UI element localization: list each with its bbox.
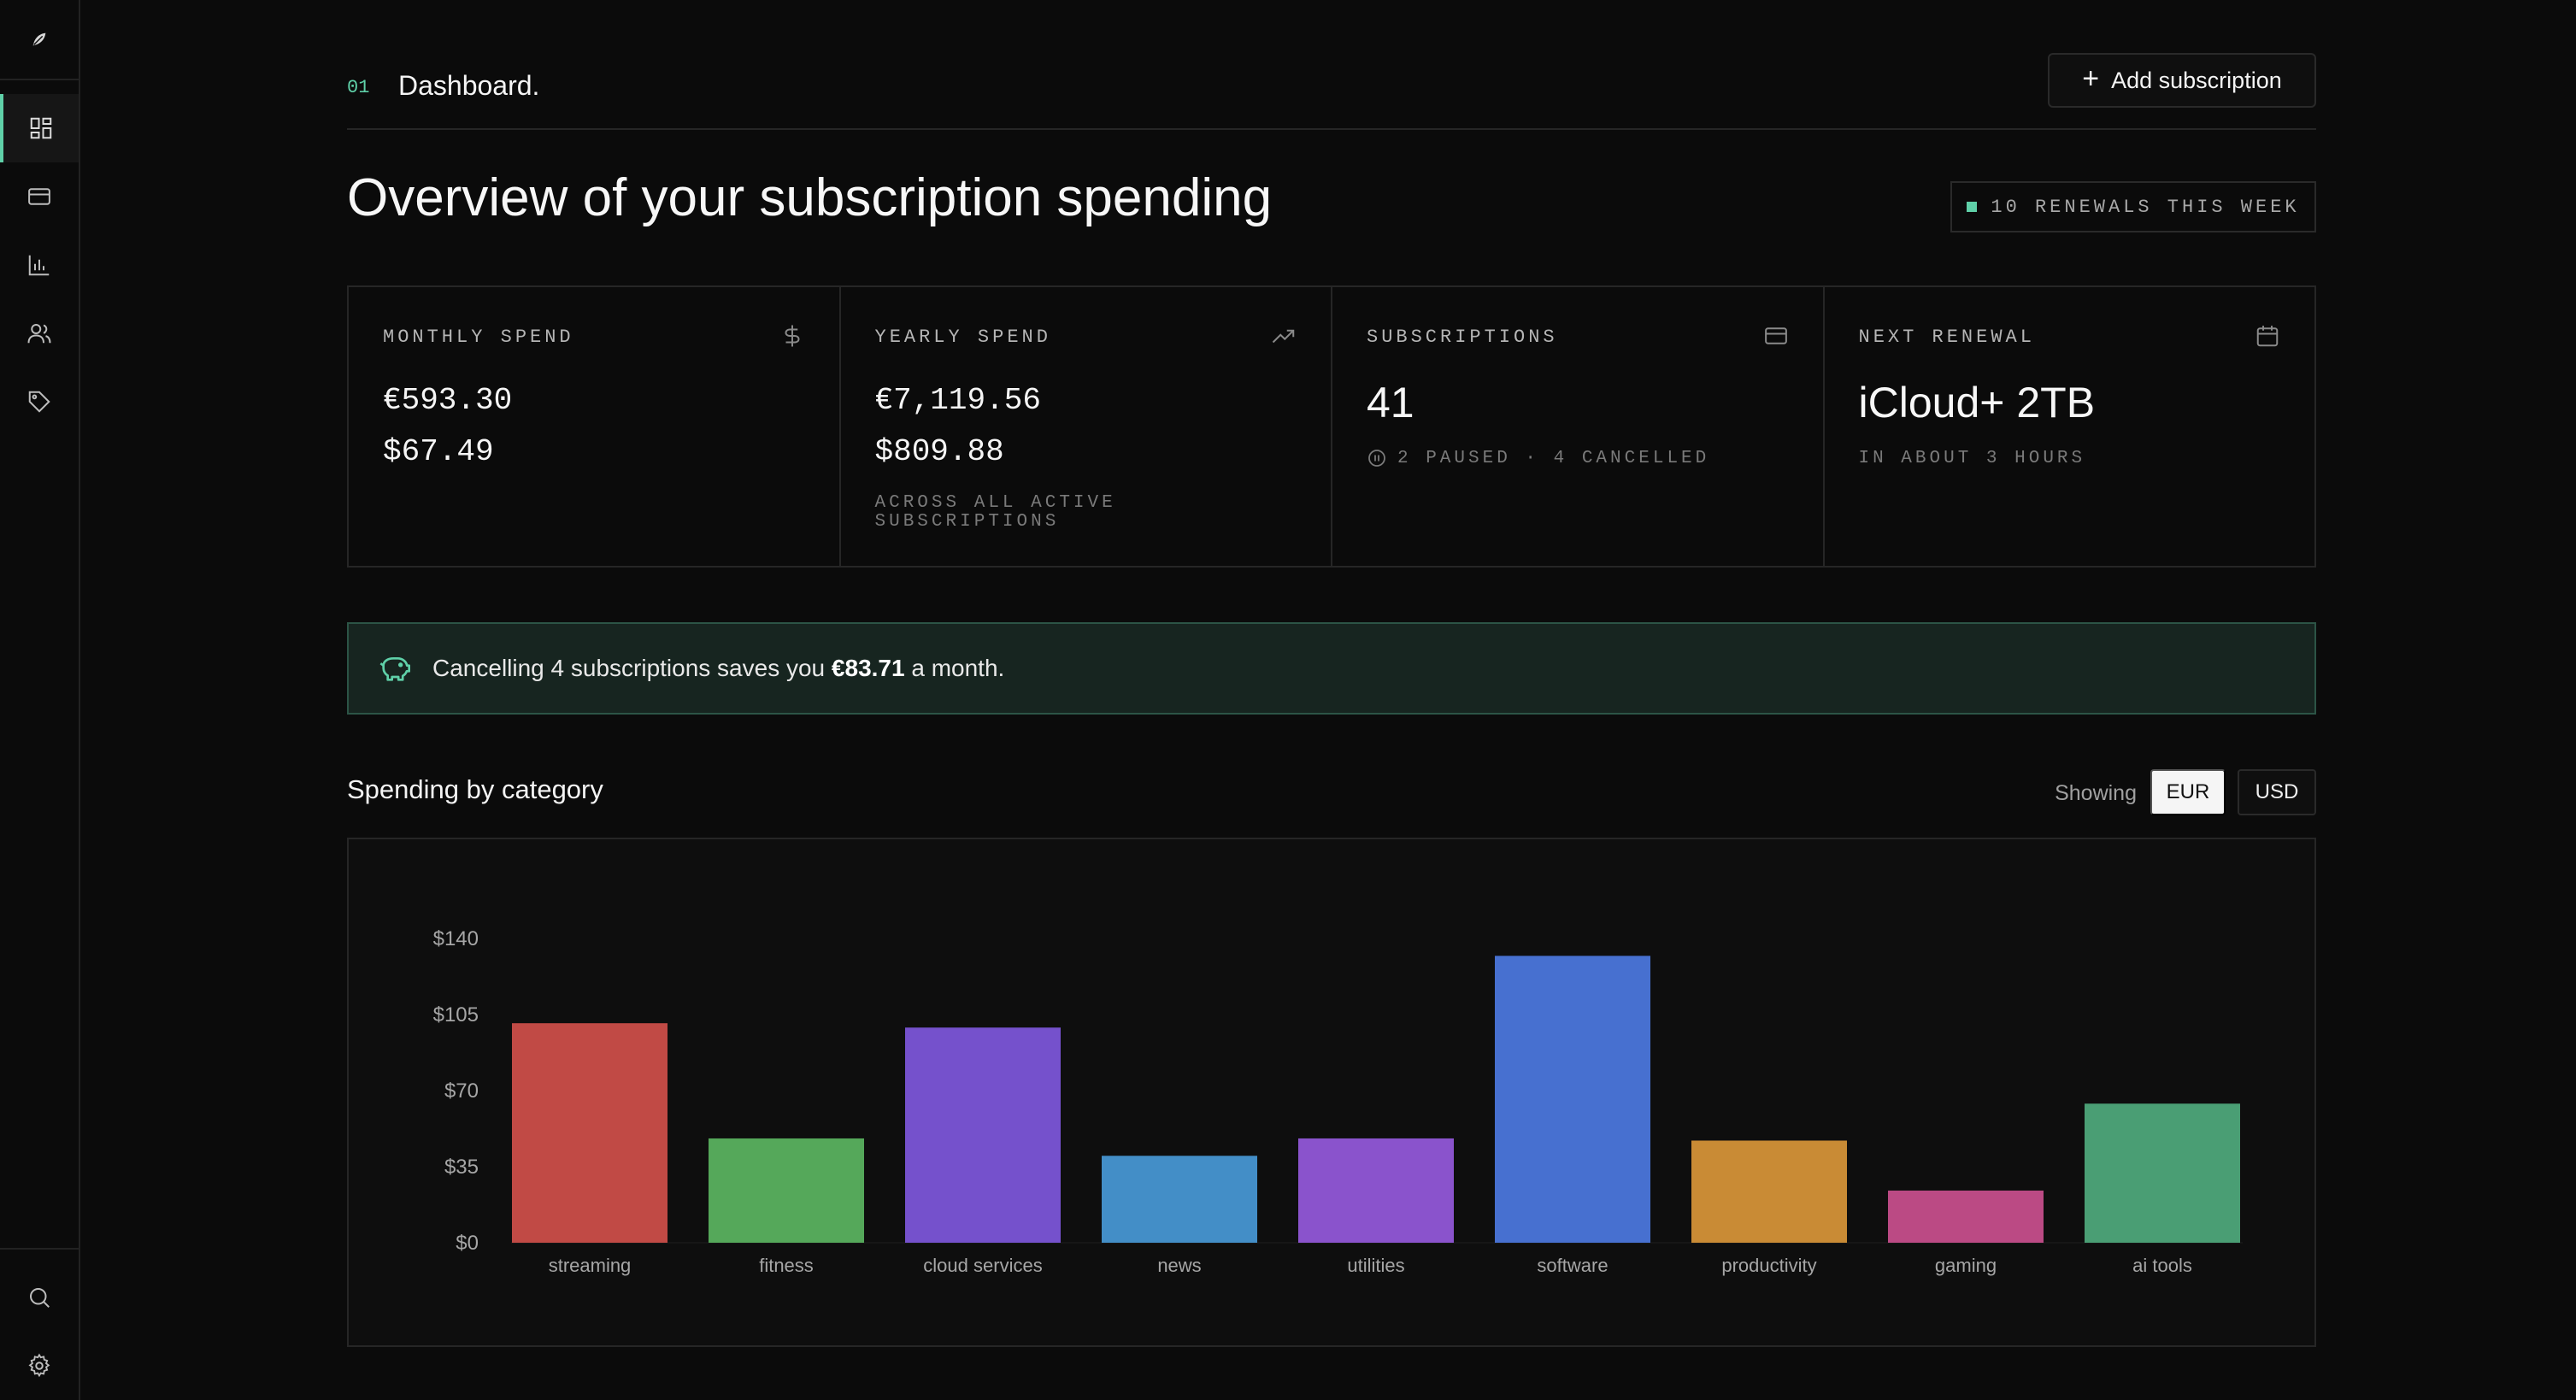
currency-toggle-eur[interactable]: EUR xyxy=(2150,769,2226,815)
y-tick-label: $35 xyxy=(444,1156,479,1179)
calendar-icon xyxy=(2256,326,2279,347)
y-tick-label: $105 xyxy=(433,1003,479,1026)
savings-amount: €83.71 xyxy=(831,655,905,681)
section-title: Spending by category xyxy=(347,774,603,804)
dollar-icon xyxy=(784,325,800,347)
app-logo[interactable] xyxy=(0,0,79,80)
stat-subtext: ACROSS ALL ACTIVE xyxy=(874,493,1116,513)
search-icon xyxy=(30,1288,50,1308)
bar-chart-icon xyxy=(28,255,50,276)
sidebar xyxy=(0,0,80,1400)
stat-value-usd: $67.49 xyxy=(383,434,494,469)
currency-showing-label: Showing xyxy=(2055,781,2137,805)
sidebar-item-members[interactable] xyxy=(0,299,79,368)
sidebar-item-search[interactable] xyxy=(0,1263,79,1332)
tag-icon xyxy=(28,391,50,413)
x-category-label: utilities xyxy=(1347,1255,1404,1276)
piggy-bank-icon xyxy=(379,657,410,681)
credit-card-icon xyxy=(28,188,50,205)
stat-card-yearly-spend: YEARLY SPEND €7,119.56 $809.88 ACROSS AL… xyxy=(841,287,1332,566)
stat-subtext: SUBSCRIPTIONS xyxy=(874,512,1060,532)
stats-row: MONTHLY SPEND €593.30 $67.49 YEARLY SPEN… xyxy=(347,285,2316,568)
stat-subtext: IN ABOUT 3 HOURS xyxy=(1858,449,2086,468)
bar-fitness[interactable] xyxy=(709,1138,864,1243)
chart-canvas: $0 $35 $70 $105 $140 streaming fitness cloud se… xyxy=(433,927,2243,1276)
leaf-logo-icon xyxy=(32,32,46,46)
bar-streaming[interactable] xyxy=(512,1023,668,1243)
sidebar-item-analytics[interactable] xyxy=(0,231,79,299)
savings-banner: Cancelling 4 subscriptions saves you €83… xyxy=(347,622,2316,715)
stat-subtext: 2 PAUSED · 4 CANCELLED xyxy=(1397,449,1710,468)
sidebar-divider xyxy=(0,1248,79,1250)
stat-label: MONTHLY SPEND xyxy=(383,326,574,348)
x-category-label: cloud services xyxy=(923,1255,1042,1276)
stat-label: YEARLY SPEND xyxy=(874,326,1051,348)
breadcrumb-title: Dashboard. xyxy=(398,70,540,101)
breadcrumb-number: 01 xyxy=(347,77,370,98)
dashboard-icon xyxy=(30,117,52,139)
stat-card-subscriptions: SUBSCRIPTIONS 41 2 PAUSED · 4 CANCELLED xyxy=(1332,287,1825,566)
stat-label: NEXT RENEWAL xyxy=(1858,326,2035,348)
users-icon xyxy=(27,324,51,344)
bar-productivity[interactable] xyxy=(1691,1140,1847,1243)
x-category-label: ai tools xyxy=(2132,1255,2192,1276)
stat-value: iCloud+ 2TB xyxy=(1858,379,2096,426)
bar-ai-tools[interactable] xyxy=(2085,1103,2240,1243)
stat-value-eur: €593.30 xyxy=(383,383,513,418)
x-category-label: productivity xyxy=(1721,1255,1816,1276)
add-subscription-label: Add subscription xyxy=(2111,67,2282,93)
status-dot-icon xyxy=(1967,202,1978,212)
bar-cloud-services[interactable] xyxy=(905,1027,1061,1243)
stat-value-usd: $809.88 xyxy=(874,434,1004,469)
credit-card-icon xyxy=(1764,327,1787,344)
stat-card-next-renewal: NEXT RENEWAL iCloud+ 2TB IN ABOUT 3 HOUR… xyxy=(1825,287,2315,566)
renewals-badge-label: 10 RENEWALS THIS WEEK xyxy=(1991,196,2300,218)
x-category-label: news xyxy=(1157,1255,1201,1276)
trending-up-icon xyxy=(1272,329,1295,344)
sidebar-item-dashboard[interactable] xyxy=(0,94,79,162)
page-header: 01 Dashboard. + Add subscription xyxy=(347,51,2316,130)
category-bar-chart: $0 $35 $70 $105 $140 streaming fitness cloud se… xyxy=(347,838,2316,1347)
page-title: Overview of your subscription spending xyxy=(347,168,1273,227)
plus-icon: + xyxy=(2082,62,2100,95)
add-subscription-button[interactable]: + Add subscription xyxy=(2048,53,2316,108)
y-tick-label: $0 xyxy=(456,1232,479,1255)
y-tick-label: $70 xyxy=(444,1079,479,1103)
x-category-label: software xyxy=(1537,1255,1608,1276)
savings-suffix: a month. xyxy=(904,655,1005,681)
stat-value-eur: €7,119.56 xyxy=(874,383,1041,418)
savings-prefix: Cancelling 4 subscriptions saves you xyxy=(432,655,832,681)
sidebar-item-categories[interactable] xyxy=(0,368,79,436)
sidebar-item-subscriptions[interactable] xyxy=(0,162,79,231)
bar-utilities[interactable] xyxy=(1298,1138,1454,1243)
x-category-label: streaming xyxy=(549,1255,632,1276)
currency-toggle-usd[interactable]: USD xyxy=(2238,769,2316,815)
pause-circle-icon xyxy=(1368,450,1385,467)
renewals-badge[interactable]: 10 RENEWALS THIS WEEK xyxy=(1950,181,2316,232)
bar-news[interactable] xyxy=(1102,1156,1257,1243)
y-tick-label: $140 xyxy=(433,927,479,950)
stat-label: SUBSCRIPTIONS xyxy=(1367,326,1558,348)
x-category-label: gaming xyxy=(1935,1255,1997,1276)
sidebar-item-settings[interactable] xyxy=(0,1332,79,1400)
x-category-label: fitness xyxy=(759,1255,814,1276)
stat-value: 41 xyxy=(1367,379,1414,426)
gear-icon xyxy=(28,1353,50,1378)
bar-software[interactable] xyxy=(1495,956,1650,1243)
savings-text: Cancelling 4 subscriptions saves you €83… xyxy=(432,655,1004,682)
main-content: 01 Dashboard. + Add subscription Overvie… xyxy=(347,0,2316,1400)
stat-card-monthly-spend: MONTHLY SPEND €593.30 $67.49 xyxy=(349,287,841,566)
bar-gaming[interactable] xyxy=(1888,1190,2044,1243)
